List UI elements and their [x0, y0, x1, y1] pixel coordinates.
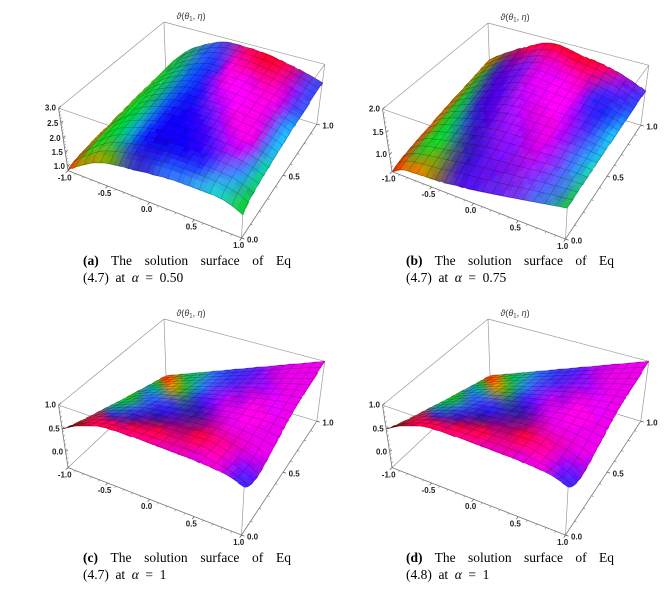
- svg-text:0.5: 0.5: [186, 223, 198, 232]
- svg-text:1.5: 1.5: [52, 148, 64, 157]
- svg-text:0.0: 0.0: [571, 236, 583, 245]
- svg-text:-1.0: -1.0: [58, 173, 72, 182]
- svg-text:1.0: 1.0: [233, 241, 245, 250]
- svg-text:0.0: 0.0: [52, 447, 64, 456]
- svg-text:-1.0: -1.0: [381, 174, 395, 183]
- svg-text:0.5: 0.5: [289, 469, 301, 478]
- svg-text:-0.5: -0.5: [98, 485, 112, 494]
- svg-text:0.5: 0.5: [509, 223, 521, 232]
- svg-text:0.0: 0.0: [247, 532, 259, 541]
- svg-text:2.0: 2.0: [49, 134, 61, 143]
- svg-text:1.0: 1.0: [375, 150, 387, 159]
- svg-text:3.0: 3.0: [45, 104, 57, 113]
- svg-text:1.0: 1.0: [54, 162, 66, 171]
- svg-text:0.5: 0.5: [289, 173, 301, 182]
- svg-text:ϑ(θ1, η): ϑ(θ1, η): [176, 11, 205, 23]
- svg-text:0.0: 0.0: [141, 205, 153, 214]
- svg-text:0.0: 0.0: [247, 236, 259, 245]
- svg-text:0.0: 0.0: [465, 206, 477, 215]
- svg-text:2.5: 2.5: [47, 119, 59, 128]
- svg-text:-0.5: -0.5: [421, 189, 435, 198]
- svg-text:-0.5: -0.5: [98, 189, 112, 198]
- svg-text:0.0: 0.0: [141, 502, 153, 511]
- svg-text:-1.0: -1.0: [58, 470, 72, 479]
- svg-text:ϑ(θ1, η): ϑ(θ1, η): [500, 11, 529, 23]
- svg-text:1.0: 1.0: [557, 242, 569, 251]
- svg-text:1.0: 1.0: [646, 122, 658, 131]
- svg-text:1.0: 1.0: [322, 122, 334, 131]
- svg-text:0.5: 0.5: [612, 173, 624, 182]
- svg-text:0.5: 0.5: [49, 424, 61, 433]
- svg-text:0.5: 0.5: [186, 519, 198, 528]
- svg-text:1.0: 1.0: [322, 418, 334, 427]
- svg-text:1.0: 1.0: [45, 400, 57, 409]
- svg-text:ϑ(θ1, η): ϑ(θ1, η): [176, 307, 205, 319]
- svg-text:1.0: 1.0: [233, 538, 245, 547]
- svg-text:2.0: 2.0: [368, 104, 380, 113]
- svg-text:1.5: 1.5: [372, 128, 384, 137]
